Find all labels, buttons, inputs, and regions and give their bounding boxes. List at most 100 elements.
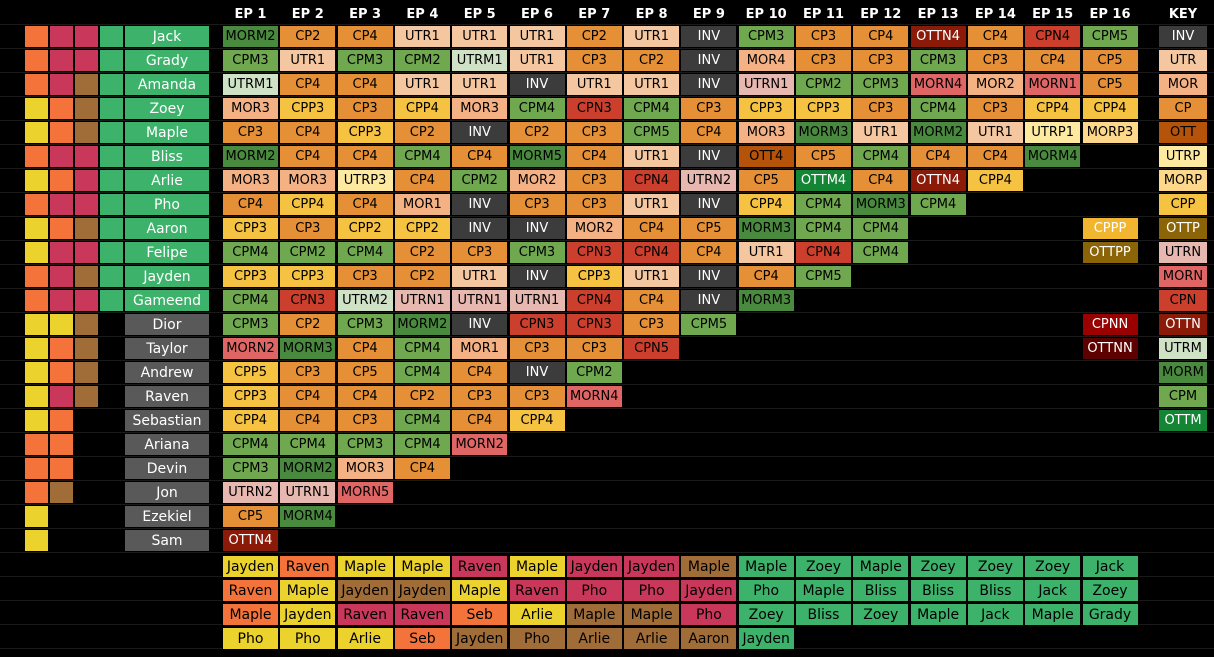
result-cell: INV — [508, 361, 566, 384]
result-cell: CPM4 — [222, 289, 279, 312]
result-cell: MOR1 — [393, 193, 451, 216]
result-cell: CPP4 — [1081, 97, 1139, 120]
result-cell: UTR1 — [393, 73, 451, 96]
result-cell: CPP4 — [393, 97, 451, 120]
result-cell: UTRN1 — [508, 289, 566, 312]
result-cell: CPP3 — [222, 265, 279, 288]
result-cell: CP2 — [508, 121, 566, 144]
result-cell: CPN3 — [565, 241, 623, 264]
vote-cell: Jayden — [393, 579, 451, 602]
result-cell: UTR1 — [623, 73, 681, 96]
contestant-name: Sam — [124, 529, 210, 552]
result-cell: MOR3 — [222, 169, 279, 192]
result-cell: MORP3 — [1081, 121, 1139, 144]
result-cell: CP3 — [623, 313, 681, 336]
episode-header: EP 1 — [234, 6, 267, 22]
key-cell: OTTN — [1158, 313, 1208, 336]
result-cell: CP4 — [909, 145, 967, 168]
contestant-name: Jack — [124, 25, 210, 48]
result-cell: CPN4 — [565, 289, 623, 312]
result-cell: CPP4 — [737, 193, 795, 216]
vote-cell: Jayden — [222, 555, 279, 578]
result-cell: INV — [451, 121, 509, 144]
result-cell: CP4 — [336, 337, 394, 360]
result-cell: CPP3 — [336, 121, 394, 144]
result-cell: CPM4 — [393, 433, 451, 456]
vote-cell: Jack — [1081, 555, 1139, 578]
key-cell: CPN — [1158, 289, 1208, 312]
episode-header: EP 16 — [1089, 6, 1131, 22]
grid-line — [0, 384, 1214, 385]
status-bar — [49, 481, 74, 504]
vote-cell: Bliss — [795, 603, 852, 626]
key-cell: UTRN — [1158, 241, 1208, 264]
vote-cell: Maple — [1024, 603, 1082, 626]
result-cell: INV — [680, 265, 738, 288]
result-cell: INV — [451, 217, 509, 240]
vote-cell: Jack — [966, 603, 1024, 626]
status-bar — [24, 361, 49, 384]
grid-line — [0, 360, 1214, 361]
result-cell: UTRN2 — [680, 169, 738, 192]
status-bar — [24, 217, 49, 240]
result-cell: UTR1 — [966, 121, 1024, 144]
vote-cell: Arlie — [623, 627, 681, 650]
result-cell: MORM4 — [1024, 145, 1082, 168]
result-cell: MOR3 — [336, 457, 394, 480]
result-cell: UTRP3 — [336, 169, 394, 192]
result-cell: CP3 — [565, 121, 623, 144]
status-bar — [99, 73, 124, 96]
status-bar — [49, 361, 74, 384]
result-cell: CP5 — [795, 145, 852, 168]
result-cell: CPM3 — [222, 49, 279, 72]
vote-cell: Jayden — [336, 579, 394, 602]
result-cell: MOR3 — [451, 97, 509, 120]
result-cell: CPM4 — [393, 337, 451, 360]
result-cell: CP3 — [795, 49, 852, 72]
result-cell: CPP3 — [279, 97, 337, 120]
episode-header: EP 8 — [635, 6, 668, 22]
extra-key-cell: CPPP — [1081, 217, 1139, 240]
vote-cell: Zoey — [852, 603, 910, 626]
result-cell: UTR1 — [623, 145, 681, 168]
key-header: KEY — [1168, 6, 1198, 22]
grid-line — [0, 24, 1214, 25]
result-cell: CP5 — [680, 217, 738, 240]
grid-line — [0, 144, 1214, 145]
result-cell: CP4 — [451, 409, 509, 432]
result-cell: MOR3 — [279, 169, 337, 192]
result-cell: CPN3 — [565, 313, 623, 336]
status-bar — [24, 121, 49, 144]
result-cell: CP3 — [680, 97, 738, 120]
status-bar — [74, 145, 99, 168]
vote-cell: Jayden — [623, 555, 681, 578]
status-bar — [99, 169, 124, 192]
result-cell: UTRM1 — [451, 49, 509, 72]
status-bar — [74, 289, 99, 312]
status-bar — [49, 145, 74, 168]
result-cell: CP4 — [336, 145, 394, 168]
result-cell: CPP2 — [336, 217, 394, 240]
contestant-name: Sebastian — [124, 409, 210, 432]
result-cell: CPM2 — [565, 361, 623, 384]
status-bar — [74, 361, 99, 384]
result-cell: CP3 — [336, 409, 394, 432]
status-bar — [74, 121, 99, 144]
status-bar — [49, 193, 74, 216]
grid-line — [0, 528, 1214, 529]
contestant-name: Raven — [124, 385, 210, 408]
result-cell: CPN5 — [623, 337, 681, 360]
result-cell: UTR1 — [565, 73, 623, 96]
result-cell: CP3 — [336, 265, 394, 288]
vote-cell: Aaron — [680, 627, 738, 650]
status-bar — [49, 289, 74, 312]
result-cell: INV — [680, 25, 738, 48]
result-cell: INV — [508, 73, 566, 96]
result-cell: MORM5 — [508, 145, 566, 168]
result-cell: INV — [680, 145, 738, 168]
key-cell: UTR — [1158, 49, 1208, 72]
vote-cell: Maple — [393, 555, 451, 578]
status-bar — [99, 265, 124, 288]
result-cell: CP2 — [393, 241, 451, 264]
status-bar — [24, 529, 49, 552]
